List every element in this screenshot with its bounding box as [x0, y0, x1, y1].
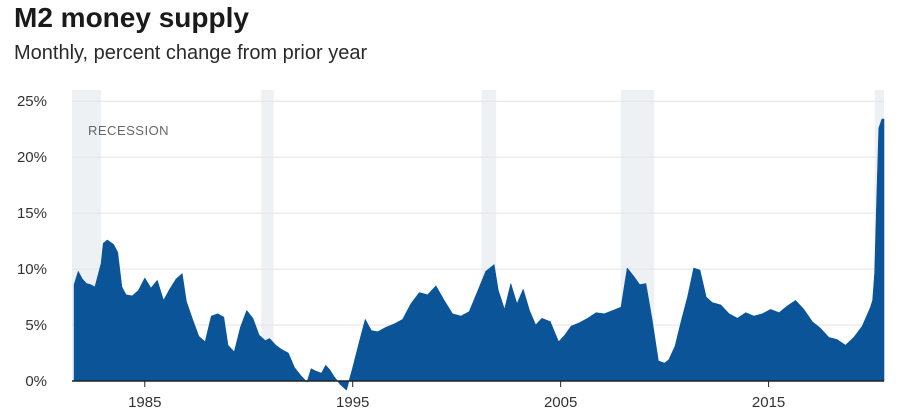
x-tick-label: 2005	[544, 394, 577, 411]
axes: 0% 5% 10% 15% 20% 25% 1985 1995 2005 2015	[17, 93, 884, 411]
recession-band-2	[261, 90, 274, 381]
x-tick-label: 1985	[128, 394, 161, 411]
y-tick-label: 25%	[17, 93, 47, 110]
chart-title: M2 money supply	[14, 2, 249, 33]
data-series	[73, 118, 885, 391]
y-tick-label: 20%	[17, 149, 47, 166]
m2-growth-area	[73, 118, 885, 391]
recession-label: RECESSION	[88, 123, 169, 138]
chart-subtitle: Monthly, percent change from prior year	[14, 42, 368, 64]
y-tick-label: 5%	[25, 317, 47, 334]
x-tick-label: 2015	[752, 394, 785, 411]
y-tick-label: 15%	[17, 205, 47, 222]
x-tick-label: 1995	[336, 394, 369, 411]
y-tick-label: 10%	[17, 261, 47, 278]
y-tick-label: 0%	[25, 373, 47, 390]
